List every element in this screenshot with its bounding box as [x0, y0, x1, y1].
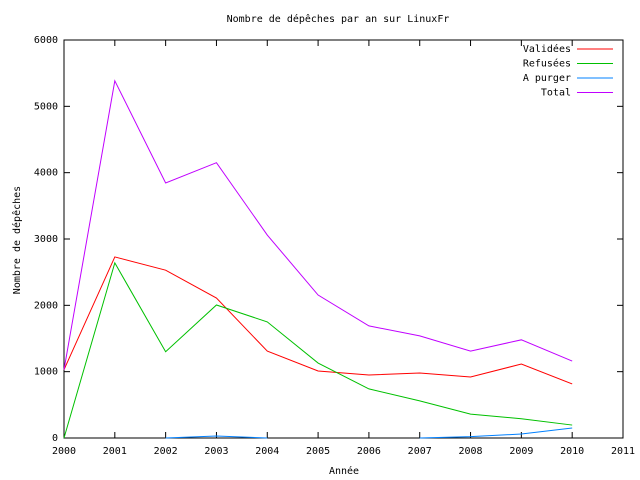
x-axis-label: Année	[329, 465, 359, 477]
series-line	[63, 79, 573, 370]
x-tick-label: 2004	[255, 446, 279, 457]
x-tick-label: 2001	[103, 446, 127, 457]
y-tick-label: 2000	[34, 300, 58, 311]
x-tick-label: 2007	[408, 446, 432, 457]
legend-label: A purger	[523, 73, 571, 84]
legend-label: Validées	[523, 43, 571, 55]
y-tick-label: 1000	[34, 367, 58, 378]
x-tick-label: 2006	[357, 446, 381, 457]
series-line	[165, 427, 573, 439]
x-tick-label: 2008	[458, 446, 482, 457]
y-tick-label: 6000	[34, 35, 58, 46]
y-axis-label: Nombre de dépêches	[11, 186, 23, 294]
series-line	[63, 261, 573, 439]
x-tick-label: 2005	[306, 446, 330, 457]
chart-title: Nombre de dépêches par an sur LinuxFr	[227, 13, 450, 25]
y-tick-label: 5000	[34, 101, 58, 112]
series-line	[63, 256, 573, 385]
legend-label: Refusées	[523, 58, 571, 70]
y-tick-label: 3000	[34, 234, 58, 245]
x-tick-label: 2010	[560, 446, 584, 457]
y-tick-label: 4000	[34, 168, 58, 179]
x-tick-label: 2011	[611, 446, 635, 457]
x-tick-label: 2009	[509, 446, 533, 457]
legend-label: Total	[541, 88, 571, 99]
x-tick-label: 2003	[204, 446, 228, 457]
x-tick-label: 2002	[154, 446, 178, 457]
y-tick-label: 0	[52, 433, 58, 444]
x-tick-label: 2000	[52, 446, 76, 457]
